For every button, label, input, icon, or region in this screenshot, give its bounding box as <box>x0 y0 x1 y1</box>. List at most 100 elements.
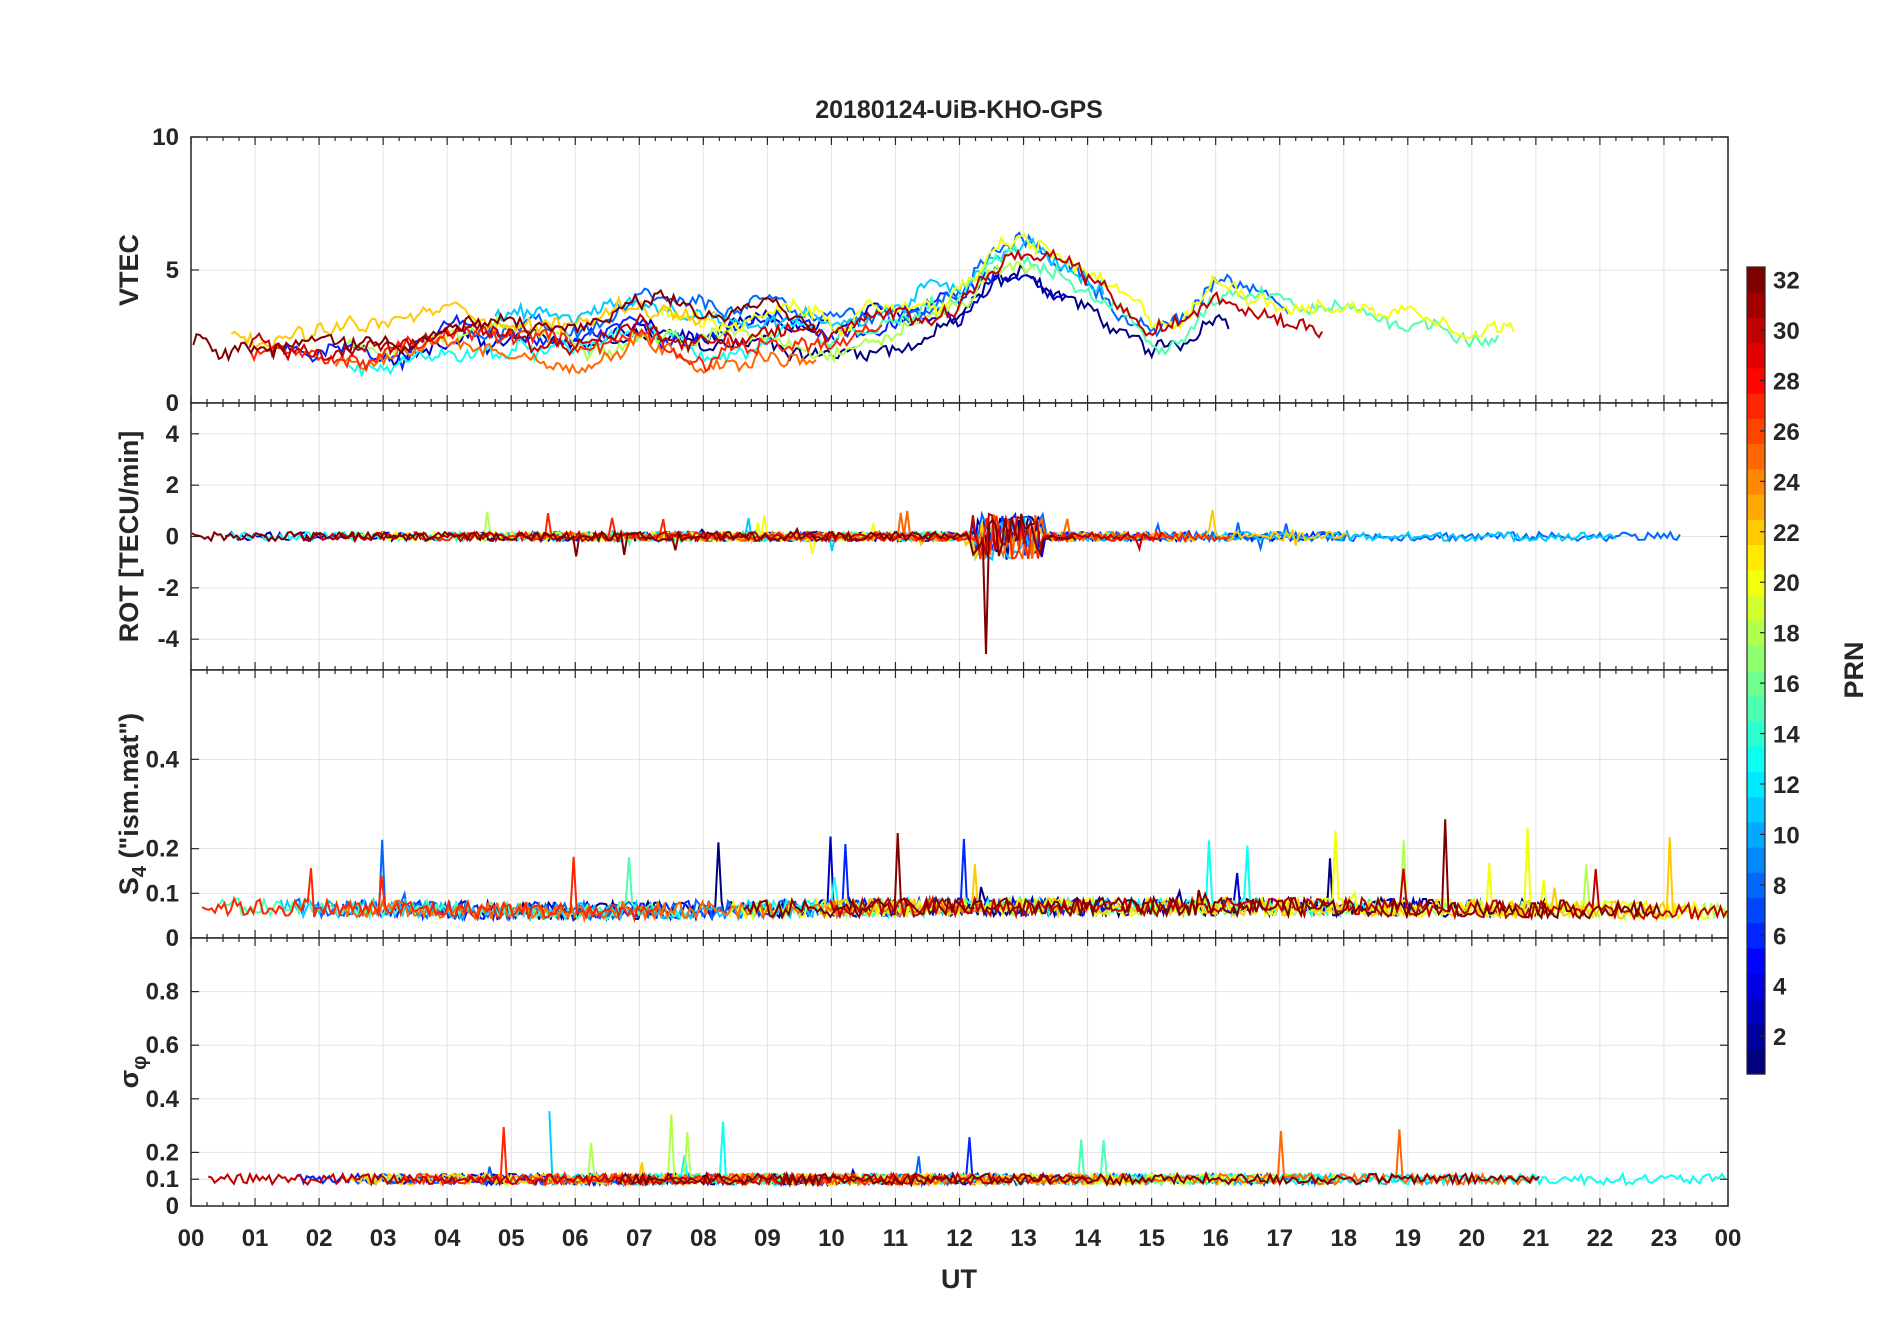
y-tick-label: 0.4 <box>146 746 180 773</box>
panel-sigma_phi: 00.10.2 0.4 0.6 0.8 σφ <box>114 937 1729 1220</box>
colorbar-tick-label: 8 <box>1773 873 1786 900</box>
x-tick-label: 09 <box>754 1225 781 1252</box>
colorbar-segment <box>1747 468 1765 495</box>
series-vtec <box>192 231 1515 379</box>
y-tick-label: 0.1 <box>146 880 179 907</box>
colorbar-segment <box>1747 292 1765 319</box>
series-line-prn-3 <box>390 270 1068 368</box>
colorbar-segment <box>1747 342 1765 369</box>
colorbar-label: PRN <box>1839 641 1869 698</box>
colorbar-segment <box>1747 973 1765 999</box>
x-tick-label: 07 <box>626 1225 653 1252</box>
x-tick-label: 13 <box>1010 1225 1037 1252</box>
y-tick-label: 0.2 <box>146 836 179 863</box>
x-tick-label: 14 <box>1074 1225 1101 1252</box>
y-axis-label-main: σ <box>114 1070 144 1088</box>
colorbar-tick-label: 2 <box>1773 1024 1786 1051</box>
y-axis-label: VTEC <box>114 234 144 306</box>
colorbar-segment <box>1747 897 1765 924</box>
x-tick-label: 20 <box>1458 1225 1485 1252</box>
colorbar-tick-label: 16 <box>1773 671 1800 698</box>
colorbar-segment <box>1747 746 1765 772</box>
colorbar-frame <box>1746 266 1766 1075</box>
x-tick-label: 00 <box>1715 1225 1742 1252</box>
y-tick-label: 0.1 <box>146 1166 179 1193</box>
x-tick-label: 18 <box>1330 1225 1357 1252</box>
colorbar-segment <box>1747 1023 1765 1050</box>
colorbar-tick-label: 28 <box>1773 368 1800 395</box>
colorbar-segment <box>1747 847 1765 873</box>
x-tick-label: 01 <box>242 1225 269 1252</box>
colorbar-segment <box>1747 418 1765 445</box>
y-tick-label: 10 <box>152 124 179 151</box>
series-line-prn-1 <box>610 263 1230 363</box>
series-line-prn-25 <box>334 330 817 376</box>
x-axis: 00 01 02 03 04 05 06 07 08 09 10 11 12 13 14 15 16 17 18 19… <box>178 1225 1742 1252</box>
colorbar-segment <box>1747 267 1765 293</box>
colorbar-segment <box>1747 771 1765 798</box>
colorbar-tick-label: 6 <box>1773 923 1786 950</box>
y-tick-label: -4 <box>158 626 180 653</box>
y-axis-label-main: S <box>114 877 144 895</box>
colorbar-tick-label: 24 <box>1773 469 1800 496</box>
series-line-prn-30 <box>829 868 1728 922</box>
colorbar-segment <box>1747 367 1765 394</box>
y-tick-label: 0 <box>166 524 179 551</box>
colorbar-segment <box>1747 620 1765 646</box>
y-tick-label: 0.2 <box>146 1139 179 1166</box>
colorbar-tick-label: 26 <box>1773 419 1800 446</box>
colorbar-tick-label: 14 <box>1773 722 1800 749</box>
series-line-prn-32 <box>616 1170 1540 1188</box>
series-sigma_phi <box>207 1111 1727 1189</box>
colorbar-segment <box>1747 594 1765 621</box>
colorbar-segment <box>1747 317 1765 344</box>
colorbar-segment <box>1747 695 1765 722</box>
y-axis-label-sub: 4 <box>129 865 151 877</box>
colorbar-segment <box>1747 821 1765 848</box>
colorbar-segment <box>1747 645 1765 672</box>
x-tick-label: 05 <box>498 1225 525 1252</box>
colorbar-tick-label: 22 <box>1773 520 1800 547</box>
x-tick-label: 00 <box>178 1225 205 1252</box>
colorbar-tick-label: 30 <box>1773 318 1800 345</box>
y-tick-label: 0.8 <box>146 979 179 1006</box>
x-tick-label: 10 <box>818 1225 845 1252</box>
colorbar-segment <box>1747 872 1765 899</box>
x-tick-label: 16 <box>1202 1225 1229 1252</box>
x-tick-label: 03 <box>370 1225 397 1252</box>
colorbar-segment <box>1747 720 1765 747</box>
series-rot <box>191 509 1681 655</box>
colorbar-tick-label: 18 <box>1773 621 1800 648</box>
y-axis-label: σφ <box>114 1056 151 1089</box>
y-tick-label: 5 <box>166 257 179 284</box>
x-minor-ticks <box>190 938 1729 1206</box>
series-line-prn-15 <box>815 243 1500 356</box>
x-tick-label: 17 <box>1266 1225 1293 1252</box>
y-tick-label: -2 <box>158 575 179 602</box>
colorbar-tick-label: 12 <box>1773 772 1800 799</box>
x-tick-label: 08 <box>690 1225 717 1252</box>
chart-title: 20180124-UiB-KHO-GPS <box>815 96 1103 124</box>
colorbar-segment <box>1747 796 1765 823</box>
x-tick-label: 22 <box>1587 1225 1614 1252</box>
y-axis-label-tail: ("ism.mat") <box>114 713 144 866</box>
x-tick-label: 19 <box>1394 1225 1421 1252</box>
x-tick-label: 21 <box>1523 1225 1550 1252</box>
series-line-prn-11 <box>494 237 1105 332</box>
colorbar-segment <box>1747 922 1765 949</box>
series-s4 <box>201 819 1728 924</box>
colorbar-segment <box>1747 947 1765 974</box>
colorbar-segment <box>1747 998 1765 1025</box>
colorbar-segment <box>1747 544 1765 571</box>
colorbar-tick-label: 10 <box>1773 822 1800 849</box>
y-tick-label: 0 <box>166 925 179 952</box>
colorbar-tick-label: 20 <box>1773 570 1800 597</box>
series-line-prn-27 <box>201 856 658 923</box>
x-tick-label: 15 <box>1138 1225 1165 1252</box>
x-tick-label: 04 <box>434 1225 461 1252</box>
colorbar-segment <box>1747 519 1765 546</box>
colorbar-segment <box>1747 393 1765 419</box>
y-tick-label: 0.4 <box>146 1086 180 1113</box>
